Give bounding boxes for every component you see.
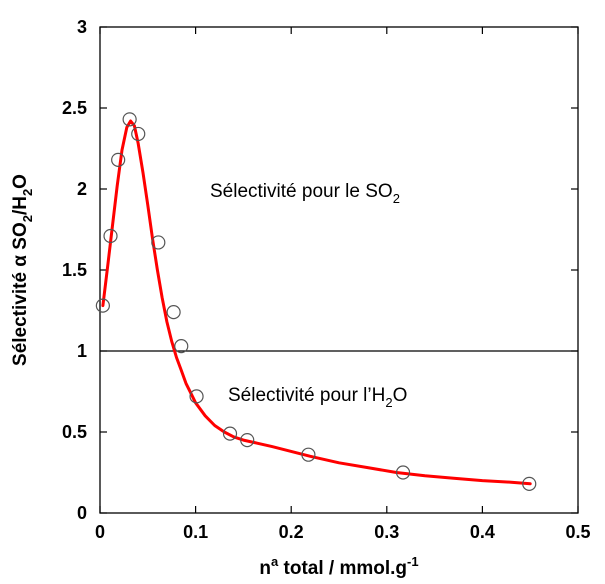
data-point bbox=[240, 433, 255, 448]
fit-curve bbox=[101, 119, 532, 486]
data-point bbox=[131, 126, 146, 142]
y-tick-label: 3 bbox=[77, 17, 87, 37]
data-point bbox=[95, 298, 110, 313]
data-point bbox=[301, 447, 316, 462]
data-point bbox=[174, 339, 189, 354]
data-point bbox=[522, 476, 537, 491]
y-tick-label: 2 bbox=[77, 179, 87, 199]
data-point bbox=[222, 426, 238, 441]
x-tick-label: 0.5 bbox=[565, 522, 590, 542]
plot-area bbox=[99, 26, 579, 514]
fit-curve-group bbox=[101, 119, 532, 486]
data-point bbox=[395, 465, 411, 480]
annotation-so2: Sélectivité pour le SO2 bbox=[210, 181, 400, 206]
y-tick-label: 0 bbox=[77, 503, 87, 523]
y-axis-title: Sélectivité α SO2/H2O bbox=[10, 174, 35, 366]
data-point bbox=[111, 152, 126, 167]
x-tick-label: 0.4 bbox=[470, 522, 495, 542]
annotation-h2o: Sélectivité pour l’H2O bbox=[228, 385, 407, 410]
y-tick-label: 0.5 bbox=[62, 422, 87, 442]
x-axis-title: na total / mmol.g-1 bbox=[259, 554, 418, 579]
data-point bbox=[189, 389, 204, 404]
data-point bbox=[151, 235, 166, 250]
x-tick-label: 0 bbox=[95, 522, 105, 542]
y-tick-label: 1.5 bbox=[62, 260, 87, 280]
x-tick-label: 0.2 bbox=[279, 522, 304, 542]
axis-ticks: 0 0.1 0.2 0.3 0.4 0.5 0 0.5 1 1.5 2 2.5 3 bbox=[62, 17, 591, 542]
x-tick-label: 0.3 bbox=[374, 522, 399, 542]
x-tick-label: 0.1 bbox=[183, 522, 208, 542]
y-tick-label: 2.5 bbox=[62, 98, 87, 118]
plot-frame bbox=[99, 26, 579, 514]
y-tick-label: 1 bbox=[77, 341, 87, 361]
data-points bbox=[95, 112, 537, 491]
data-point bbox=[166, 305, 181, 320]
data-point bbox=[103, 228, 118, 244]
data-point bbox=[122, 112, 137, 127]
